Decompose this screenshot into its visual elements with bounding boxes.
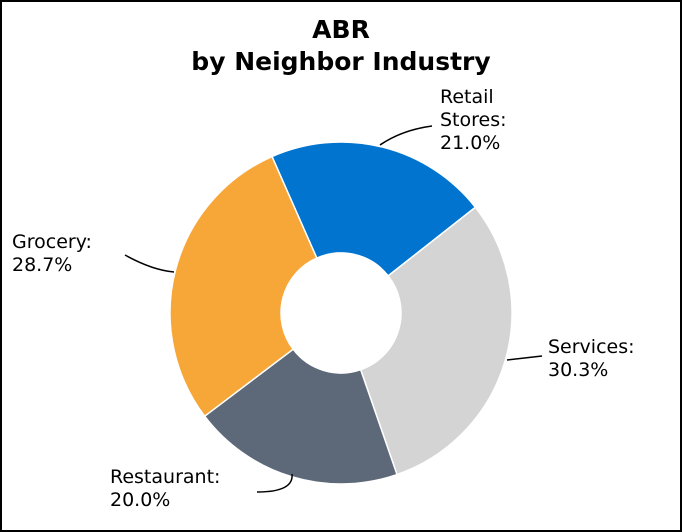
slice-label: Grocery: xyxy=(12,231,92,253)
slice-label: Retail Stores: xyxy=(440,86,507,131)
value-label: 28.7% xyxy=(12,254,73,276)
chart-title: ABR by Neighbor Industry xyxy=(191,15,491,76)
leader-line xyxy=(256,473,293,493)
slice xyxy=(169,155,318,418)
value-label: 30.3% xyxy=(548,359,609,381)
leader-line xyxy=(124,254,175,273)
slice-label: Restaurant: xyxy=(110,466,221,488)
slice xyxy=(359,206,513,476)
slice xyxy=(203,348,398,485)
slice-label: Services: xyxy=(548,336,635,358)
slice xyxy=(271,141,477,277)
value-label: 21.0% xyxy=(440,132,501,154)
leader-line xyxy=(506,355,543,361)
leader-line xyxy=(379,125,433,146)
value-label: 20.0% xyxy=(110,489,171,511)
